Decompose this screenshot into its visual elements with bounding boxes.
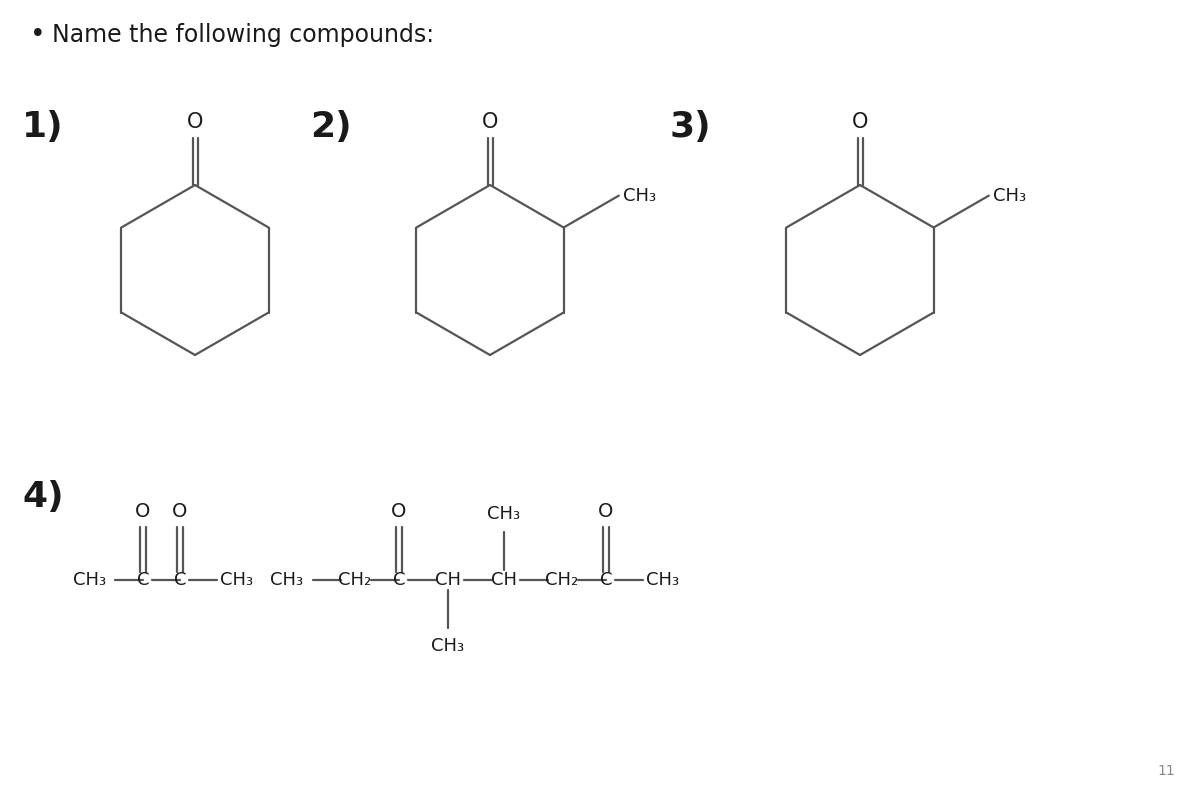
Text: C: C: [600, 571, 612, 589]
Text: •: •: [30, 22, 46, 48]
Text: O: O: [136, 502, 151, 521]
Text: O: O: [852, 112, 868, 132]
Text: CH₃: CH₃: [73, 571, 107, 589]
Text: CH₃: CH₃: [221, 571, 253, 589]
Text: O: O: [482, 112, 498, 132]
Text: C: C: [137, 571, 149, 589]
Text: CH₃: CH₃: [270, 571, 304, 589]
Text: CH₃: CH₃: [487, 505, 521, 523]
Text: CH: CH: [436, 571, 461, 589]
Text: 3): 3): [670, 110, 712, 144]
Text: CH₃: CH₃: [432, 637, 464, 655]
Text: O: O: [187, 112, 203, 132]
Text: O: O: [173, 502, 187, 521]
Text: 1): 1): [22, 110, 64, 144]
Text: O: O: [391, 502, 407, 521]
Text: O: O: [599, 502, 613, 521]
Text: CH₃: CH₃: [992, 186, 1026, 205]
Text: 2): 2): [310, 110, 352, 144]
Text: CH₃: CH₃: [623, 186, 656, 205]
Text: CH: CH: [491, 571, 517, 589]
Text: C: C: [174, 571, 186, 589]
Text: CH₂: CH₂: [545, 571, 578, 589]
Text: Name the following compounds:: Name the following compounds:: [52, 23, 434, 47]
Text: CH₃: CH₃: [647, 571, 679, 589]
Text: C: C: [392, 571, 406, 589]
Text: CH₂: CH₂: [338, 571, 372, 589]
Text: 11: 11: [1157, 764, 1175, 778]
Text: 4): 4): [22, 480, 64, 514]
